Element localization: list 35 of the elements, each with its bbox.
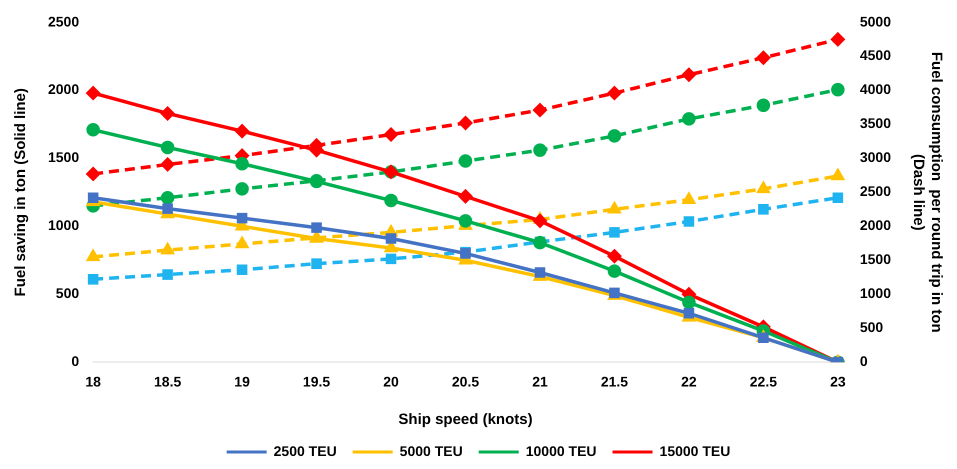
y2-tick-label: 1500 <box>860 251 892 268</box>
y-tick-label: 1000 <box>48 217 80 234</box>
x-tick-label: 20 <box>383 373 400 390</box>
x-tick-label: 18.5 <box>154 373 182 390</box>
x-tick-label: 23 <box>830 373 846 390</box>
x-tick-label: 21 <box>532 373 548 390</box>
y2-tick-label: 2000 <box>860 217 892 234</box>
y2-tick-label: 500 <box>860 319 884 336</box>
legend-label: 15000 TEU <box>660 442 730 459</box>
y2-tick-label: 5000 <box>860 13 892 30</box>
y-axis-title: Fuel saving in ton (Solid line) <box>12 88 30 296</box>
y2-axis-title: Fuel consumption per round trip in ton (Dash line) <box>910 52 945 333</box>
y-tick-label: 2500 <box>48 13 80 30</box>
x-tick-label: 21.5 <box>600 373 628 390</box>
x-tick-label: 19 <box>234 373 250 390</box>
x-tick-label: 20.5 <box>452 373 480 390</box>
y-tick-label: 500 <box>56 285 80 302</box>
x-tick-label: 22.5 <box>750 373 778 390</box>
x-tick-label: 18 <box>85 373 102 390</box>
legend-label: 5000 TEU <box>400 442 463 459</box>
y2-tick-label: 4000 <box>860 81 892 98</box>
y-tick-label: 0 <box>71 353 80 370</box>
y2-tick-label: 3000 <box>860 149 892 166</box>
legend-label: 2500 TEU <box>274 442 337 459</box>
y2-tick-label: 0 <box>860 353 868 370</box>
legend-label: 10000 TEU <box>526 442 597 459</box>
y2-tick-label: 3500 <box>860 115 892 132</box>
x-tick-label: 22 <box>681 373 697 390</box>
x-tick-label: 19.5 <box>302 373 330 390</box>
y2-tick-label: 1000 <box>860 285 892 302</box>
y-tick-label: 1500 <box>48 149 80 166</box>
y2-tick-label: 4500 <box>860 47 892 64</box>
y-tick-label: 2000 <box>48 81 80 98</box>
x-axis-title: Ship speed (knots) <box>398 411 533 428</box>
y2-tick-label: 2500 <box>860 183 892 200</box>
